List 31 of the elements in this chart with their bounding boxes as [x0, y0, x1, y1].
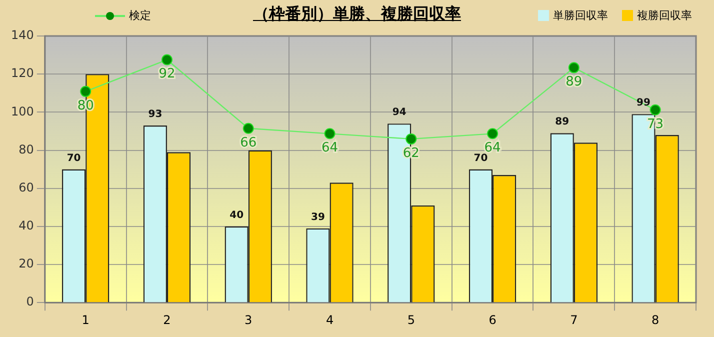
data-label: 89 [566, 74, 582, 90]
data-label: 94 [392, 107, 406, 118]
data-label: 66 [240, 135, 257, 150]
y-tick-label: 120 [11, 66, 34, 80]
x-tick-label: 5 [407, 312, 415, 327]
x-tick-label: 1 [82, 312, 90, 327]
y-tick-label: 0 [26, 294, 34, 309]
y-tick-label: 40 [18, 218, 34, 233]
x-tick-label: 4 [326, 312, 334, 327]
data-label: 70 [474, 152, 488, 164]
legend-label: 単勝回収率 [553, 8, 608, 23]
x-tick-label: 6 [488, 312, 496, 327]
data-label: 39 [310, 212, 325, 223]
x-tick-label: 8 [651, 312, 660, 327]
x-tick-label: 3 [244, 312, 252, 327]
data-label: 64 [321, 140, 338, 156]
data-label: 92 [158, 66, 176, 82]
y-tick-label: 80 [18, 142, 34, 156]
y-tick-label: 140 [11, 28, 34, 42]
y-tick-label: 100 [11, 104, 34, 118]
legend-label: 複勝回収率 [637, 8, 692, 23]
y-tick-label: 20 [18, 256, 34, 271]
data-label: 40 [230, 210, 244, 222]
chart-title: （枠番別）単勝、複勝回収率 [253, 4, 461, 23]
data-label: 70 [66, 152, 81, 164]
legend-label: 検定 [129, 8, 151, 23]
x-tick-label: 7 [570, 312, 578, 327]
x-tick-label: 2 [163, 312, 171, 327]
data-label: 93 [148, 109, 162, 120]
y-tick-label: 60 [18, 180, 34, 194]
data-label: 89 [555, 116, 570, 128]
